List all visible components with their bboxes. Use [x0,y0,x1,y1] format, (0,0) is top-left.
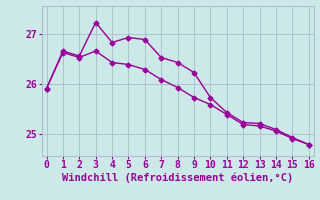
X-axis label: Windchill (Refroidissement éolien,°C): Windchill (Refroidissement éolien,°C) [62,173,293,183]
